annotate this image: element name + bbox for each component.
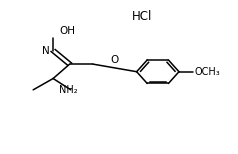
Text: HCl: HCl — [132, 10, 153, 23]
Text: N: N — [42, 46, 50, 56]
Text: NH₂: NH₂ — [59, 85, 78, 95]
Text: OH: OH — [60, 26, 76, 36]
Text: OCH₃: OCH₃ — [194, 67, 220, 77]
Text: O: O — [111, 55, 119, 65]
